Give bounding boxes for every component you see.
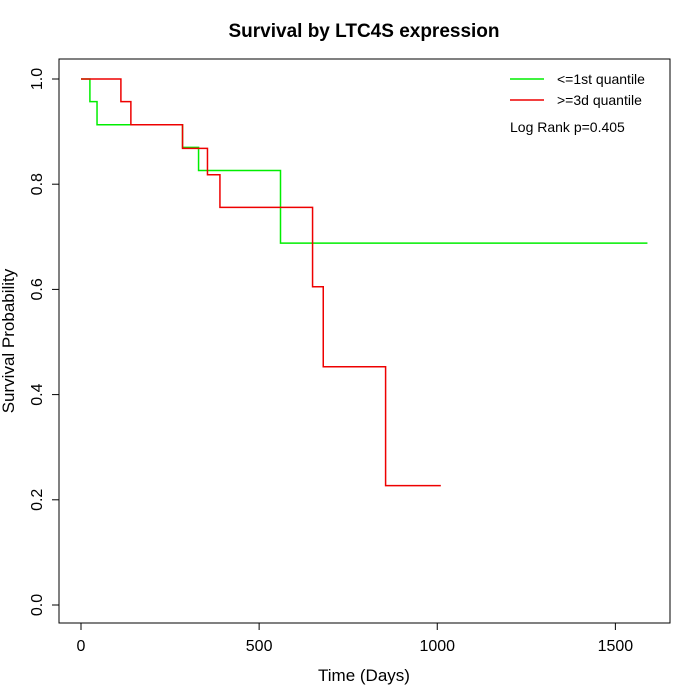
y-tick-label: 0.6 — [29, 278, 46, 300]
chart-title: Survival by LTC4S expression — [228, 21, 499, 42]
series-layer — [81, 78, 648, 487]
y-axis-label: Survival Probability — [0, 268, 18, 413]
series-line-1 — [81, 78, 441, 487]
x-tick-label: 0 — [77, 638, 86, 655]
x-axis-label: Time (Days) — [318, 666, 410, 685]
legend-label-0: <=1st quantile — [557, 71, 645, 87]
legend-label-1: >=3d quantile — [557, 92, 642, 108]
y-tick-label: 0.2 — [29, 489, 46, 511]
y-tick-label: 1.0 — [29, 68, 46, 90]
log-rank-annotation: Log Rank p=0.405 — [510, 119, 625, 135]
x-tick-label: 1000 — [419, 638, 455, 655]
y-tick-label: 0.4 — [29, 383, 46, 405]
x-tick-label: 500 — [246, 638, 273, 655]
y-tick-label: 0.8 — [29, 173, 46, 195]
plot-frame — [58, 58, 671, 624]
x-tick-label: 1500 — [598, 638, 634, 655]
x-axis: 0 500 1000 1500 — [77, 622, 634, 655]
y-tick-label: 0.0 — [29, 594, 46, 616]
y-axis: 0.0 0.2 0.4 0.6 0.8 1.0 — [29, 68, 60, 616]
legend: <=1st quantile >=3d quantile — [510, 71, 645, 108]
